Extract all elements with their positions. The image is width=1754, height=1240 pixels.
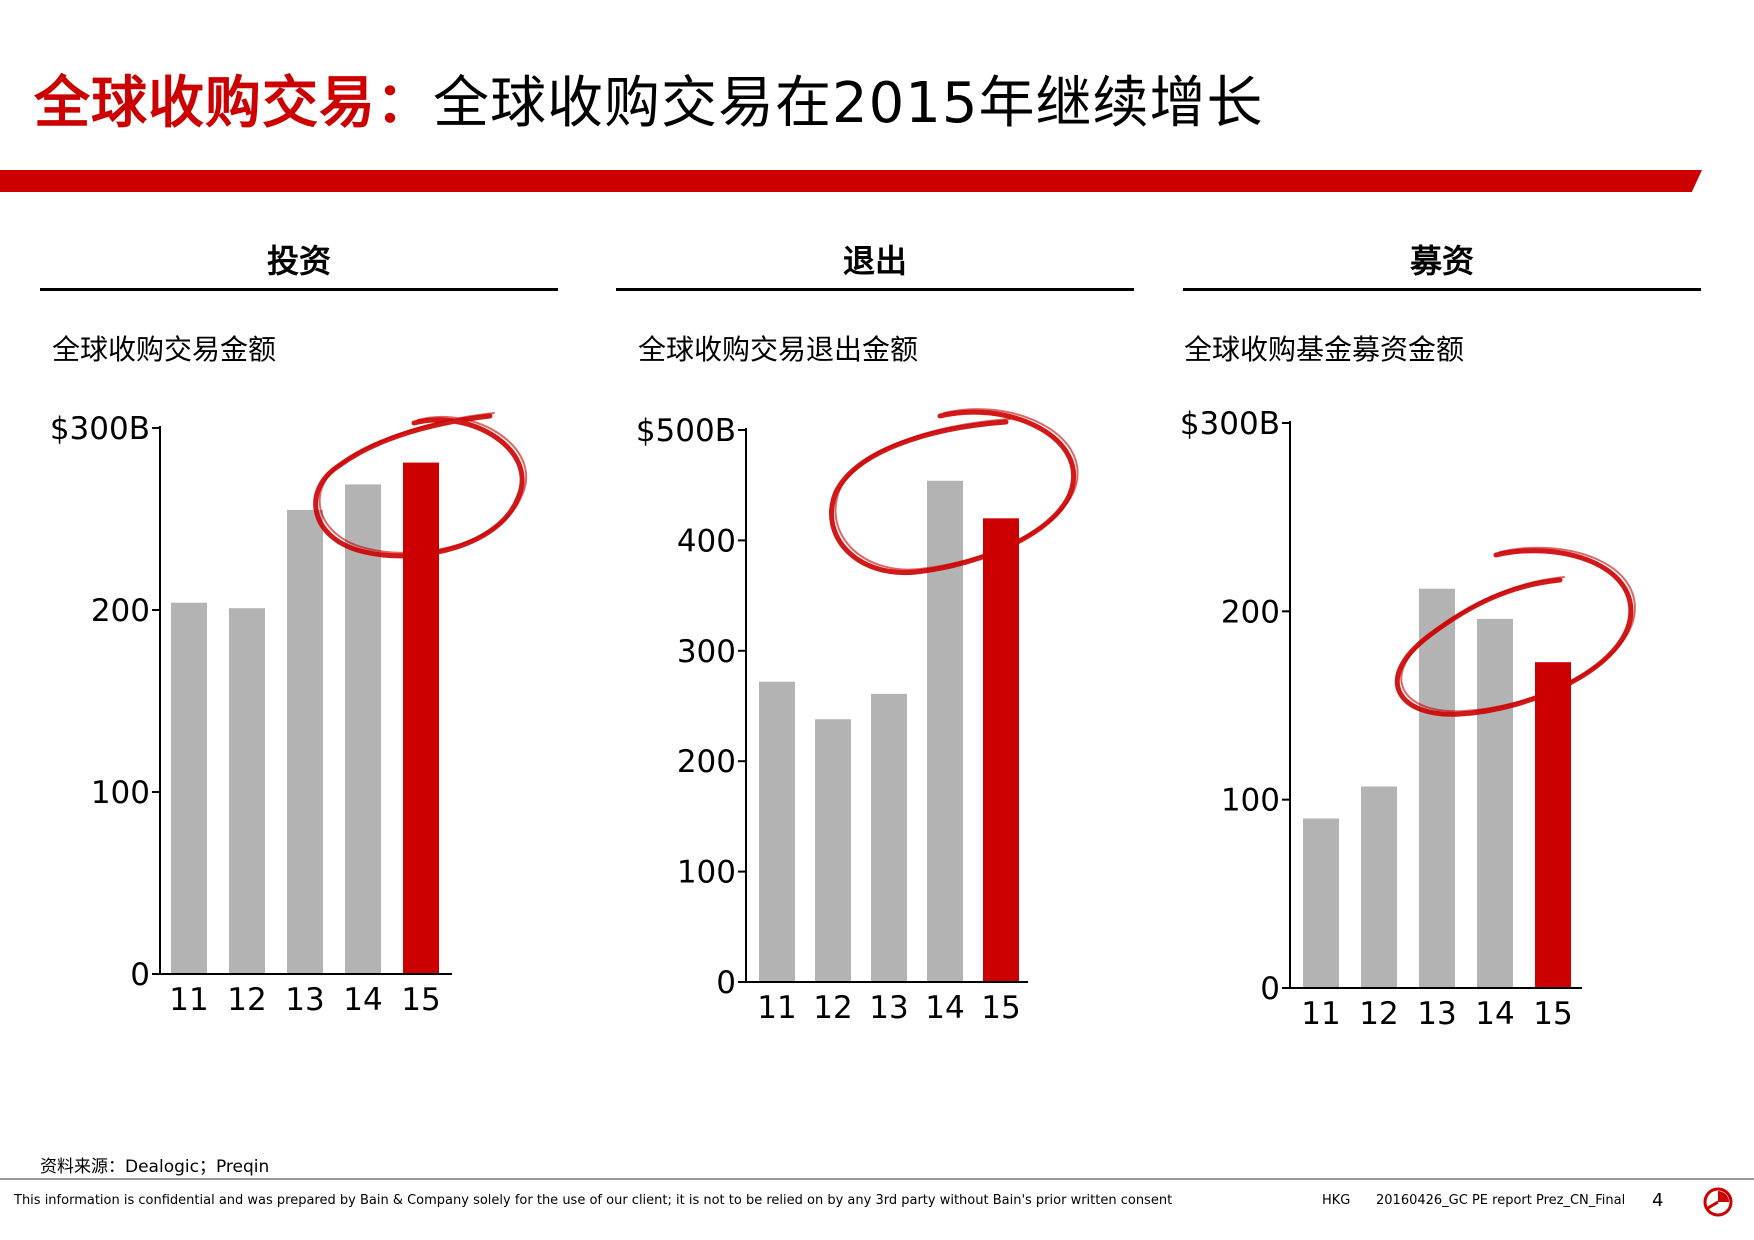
x-tick-label: 13 xyxy=(285,982,324,1018)
chart-title-investment: 全球收购交易金额 xyxy=(52,333,277,366)
x-tick-label: 14 xyxy=(1475,996,1514,1032)
chart-title-fundraising: 全球收购基金募资金额 xyxy=(1184,333,1465,366)
highlight-circle xyxy=(313,413,525,559)
bar-13 xyxy=(871,693,907,982)
chart-fundraising: 0 100 200 $300B 11 12 13 14 15 xyxy=(1180,406,1636,1032)
bar-12 xyxy=(229,608,265,974)
confidentiality-disclaimer: This information is confidential and was… xyxy=(14,1193,1173,1208)
x-tick-label: 15 xyxy=(981,990,1020,1026)
x-tick-label: 14 xyxy=(925,990,964,1026)
bar-14 xyxy=(1477,618,1513,988)
footer-divider xyxy=(0,1178,1754,1180)
y-tick-label: 0 xyxy=(1260,971,1280,1007)
x-tick-label: 12 xyxy=(227,982,266,1018)
y-tick-label: $300B xyxy=(1180,406,1280,442)
x-tick-label: 14 xyxy=(343,982,382,1018)
bar-15 xyxy=(1535,662,1571,988)
bar-11 xyxy=(1303,818,1339,988)
chart-investment: 0 100 200 $300B 11 12 13 14 15 xyxy=(50,411,528,1018)
y-tick-label: 200 xyxy=(677,744,736,780)
highlight-circle-stroke xyxy=(318,412,528,554)
page-title: 全球收购交易：全球收购交易在2015年继续增长 xyxy=(34,58,1264,139)
office-code: HKG xyxy=(1322,1193,1351,1208)
bar-12 xyxy=(815,719,851,982)
bar-11 xyxy=(759,681,795,982)
title-main: 全球收购交易在2015年继续增长 xyxy=(433,71,1264,136)
bar-11 xyxy=(171,602,207,974)
x-tick-label: 15 xyxy=(1533,996,1572,1032)
x-tick-label: 12 xyxy=(1359,996,1398,1032)
x-tick-label: 13 xyxy=(1417,996,1456,1032)
bar-14 xyxy=(927,480,963,982)
x-tick-label: 11 xyxy=(1301,996,1340,1032)
x-tick-label: 15 xyxy=(401,982,440,1018)
highlight-circle-stroke xyxy=(1400,546,1636,713)
x-tick-label: 12 xyxy=(813,990,852,1026)
x-tick-label: 11 xyxy=(757,990,796,1026)
y-tick-label: $500B xyxy=(636,413,736,449)
panel-heading-exits: 退出 xyxy=(616,236,1134,291)
page-number: 4 xyxy=(1652,1190,1664,1211)
y-tick-label: 300 xyxy=(677,634,736,670)
bar-14 xyxy=(345,484,381,974)
y-tick-label: 100 xyxy=(677,855,736,891)
y-tick-label: 100 xyxy=(1221,783,1280,819)
source-note: 资料来源：Dealogic；Preqin xyxy=(40,1157,270,1177)
x-tick-label: 13 xyxy=(869,990,908,1026)
bar-12 xyxy=(1361,786,1397,988)
panel-heading-fundraising: 募资 xyxy=(1183,236,1701,291)
chart-exits: 0 100 200 300 400 $500B 11 12 13 14 15 xyxy=(636,408,1079,1026)
y-tick-label: 200 xyxy=(91,593,150,629)
title-accent: 全球收购交易： xyxy=(34,71,433,136)
bar-13 xyxy=(287,509,323,974)
y-tick-label: 0 xyxy=(716,965,736,1001)
bar-13 xyxy=(1419,588,1455,988)
y-tick-label: 100 xyxy=(91,775,150,811)
y-tick-label: $300B xyxy=(50,411,150,447)
y-tick-label: 200 xyxy=(1221,594,1280,630)
chart-title-exits: 全球收购交易退出金额 xyxy=(638,333,919,366)
title-red-band xyxy=(0,170,1702,192)
y-tick-label: 400 xyxy=(677,523,736,559)
bain-logo-icon xyxy=(1703,1187,1733,1217)
bar-15 xyxy=(403,462,439,974)
bar-15 xyxy=(983,518,1019,982)
x-tick-label: 11 xyxy=(169,982,208,1018)
highlight-circle-stroke xyxy=(834,408,1079,571)
y-tick-label: 0 xyxy=(130,957,150,993)
panel-heading-investment: 投资 xyxy=(40,236,558,291)
file-name: 20160426_GC PE report Prez_CN_Final xyxy=(1376,1193,1626,1208)
